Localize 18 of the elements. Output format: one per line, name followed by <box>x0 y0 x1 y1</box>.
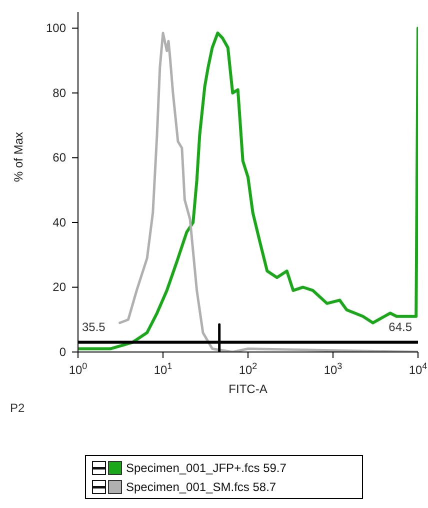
x-tick-label: 10$^{0}$ <box>68 361 88 377</box>
y-tick-label: 80 <box>52 86 66 100</box>
x-tick-label: 10$^{1}$ <box>154 361 172 377</box>
legend-label: Specimen_001_JFP+.fcs 59.7 <box>126 460 286 474</box>
y-tick-label: 20 <box>52 280 66 294</box>
y-tick-label: 0 <box>59 345 66 359</box>
x-tick-label: 10$^{2}$ <box>238 361 258 377</box>
x-tick-label: 10$^{4}$ <box>408 361 428 377</box>
x-axis-title: FITC-A <box>228 382 268 396</box>
legend-label: Specimen_001_SM.fcs 58.7 <box>126 480 276 494</box>
y-tick-label: 100 <box>46 21 66 36</box>
y-tick-label: 40 <box>52 215 66 230</box>
annotation: 35.5 <box>82 320 106 334</box>
x-tick-label: 10$^{3}$ <box>324 361 342 377</box>
y-axis-title: % of Max <box>11 132 26 182</box>
text: P2 <box>10 401 25 415</box>
annotation: 64.5 <box>388 320 412 334</box>
y-tick-label: 60 <box>52 150 66 165</box>
